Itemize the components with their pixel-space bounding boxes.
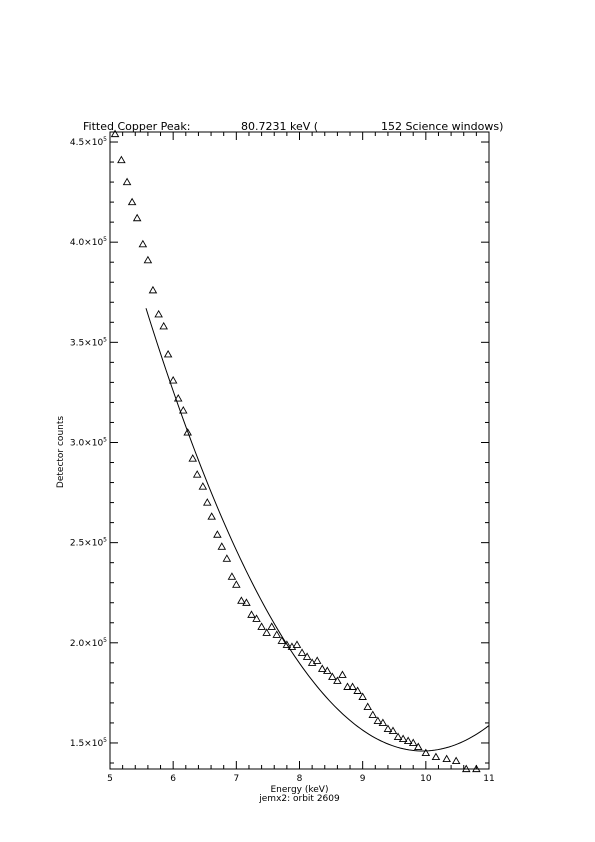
x-tick-label: 10 [420,774,432,784]
data-point [237,596,246,604]
data-point [312,656,322,664]
data-point [207,512,216,520]
data-point [368,710,378,718]
data-point [277,636,287,644]
data-point [472,764,481,773]
data-point [188,454,198,462]
data-point [242,598,251,606]
title-window-count: 152 Science windows) [381,120,503,133]
x-tick-label: 11 [483,774,494,784]
data-point [257,622,266,630]
data-point [272,630,282,638]
x-tick-label: 7 [233,774,239,784]
data-point [173,394,183,402]
data-points [110,129,481,773]
y-tick-label: 4.5×105 [70,136,107,148]
y-tick-label: 3.5×105 [70,336,107,348]
data-point [138,239,148,248]
orbit-label: jemx2: orbit 2609 [258,794,340,804]
data-point [292,640,302,648]
x-axis: 5 6 7 8 9 10 11 [107,132,495,784]
title-label: Fitted Copper Peak: [83,120,190,133]
fit-curve [145,308,490,752]
data-point [267,622,276,630]
data-point [127,197,137,206]
data-point [148,285,158,294]
data-point [122,177,132,186]
data-point [159,321,168,330]
data-point [442,754,451,763]
data-point [421,748,431,757]
data-point [461,764,471,773]
chart-title: Fitted Copper Peak: 80.7231 keV ( 152 Sc… [83,120,503,133]
data-point [338,670,347,678]
data-point [408,738,418,747]
data-point [317,664,327,672]
data-point [398,734,408,743]
data-point [297,648,307,656]
data-point [451,756,461,765]
data-point [323,666,332,674]
data-point [192,470,202,478]
data-point [222,554,232,562]
y-tick-label: 2.0×105 [70,637,107,649]
data-point [227,572,237,580]
x-tick-label: 6 [170,774,176,784]
data-point [213,530,222,538]
data-point [388,726,398,735]
data-point [117,155,126,164]
data-point [333,676,342,684]
data-point [282,640,292,648]
data-point [373,716,383,724]
fit-layer [145,308,490,752]
data-point [217,542,227,550]
data-point [262,628,271,636]
data-point [353,686,362,694]
data-point [348,682,357,690]
data-point [431,752,441,761]
y-tick-label: 1.5×105 [70,737,107,749]
data-point [363,702,372,710]
data-point [163,349,173,358]
data-point [378,718,388,727]
data-point [203,498,212,506]
data-point [328,672,337,680]
y-axis-label: Detector counts [56,416,66,488]
plot-frame [109,131,490,770]
data-point [178,406,188,414]
data-point [393,732,403,741]
x-axis-label: Energy (keV) [271,785,329,795]
data-point [247,610,256,618]
data-point [302,652,312,660]
data-point [403,736,413,745]
data-point [154,309,163,318]
data-point [252,614,261,622]
data-point [358,692,367,700]
data-point [143,255,153,264]
data-point [232,580,241,588]
y-tick-label: 2.5×105 [70,537,107,549]
data-point [343,682,352,690]
data-point [168,375,178,384]
x-tick-label: 9 [360,774,366,784]
x-tick-label: 5 [107,774,113,784]
x-tick-label: 8 [297,774,303,784]
data-point [383,724,393,733]
title-peak-value: 80.7231 keV ( [241,120,318,133]
data-point [110,129,120,138]
data-point [198,482,208,490]
data-point [183,428,192,436]
y-tick-label: 4.0×105 [70,236,107,248]
y-tick-label: 3.0×105 [70,436,107,448]
data-point [413,742,423,751]
y-axis: 1.5×105 2.0×105 2.5×105 3.0×105 3.5×105 4.0×1… [70,136,489,764]
data-point [132,213,142,222]
